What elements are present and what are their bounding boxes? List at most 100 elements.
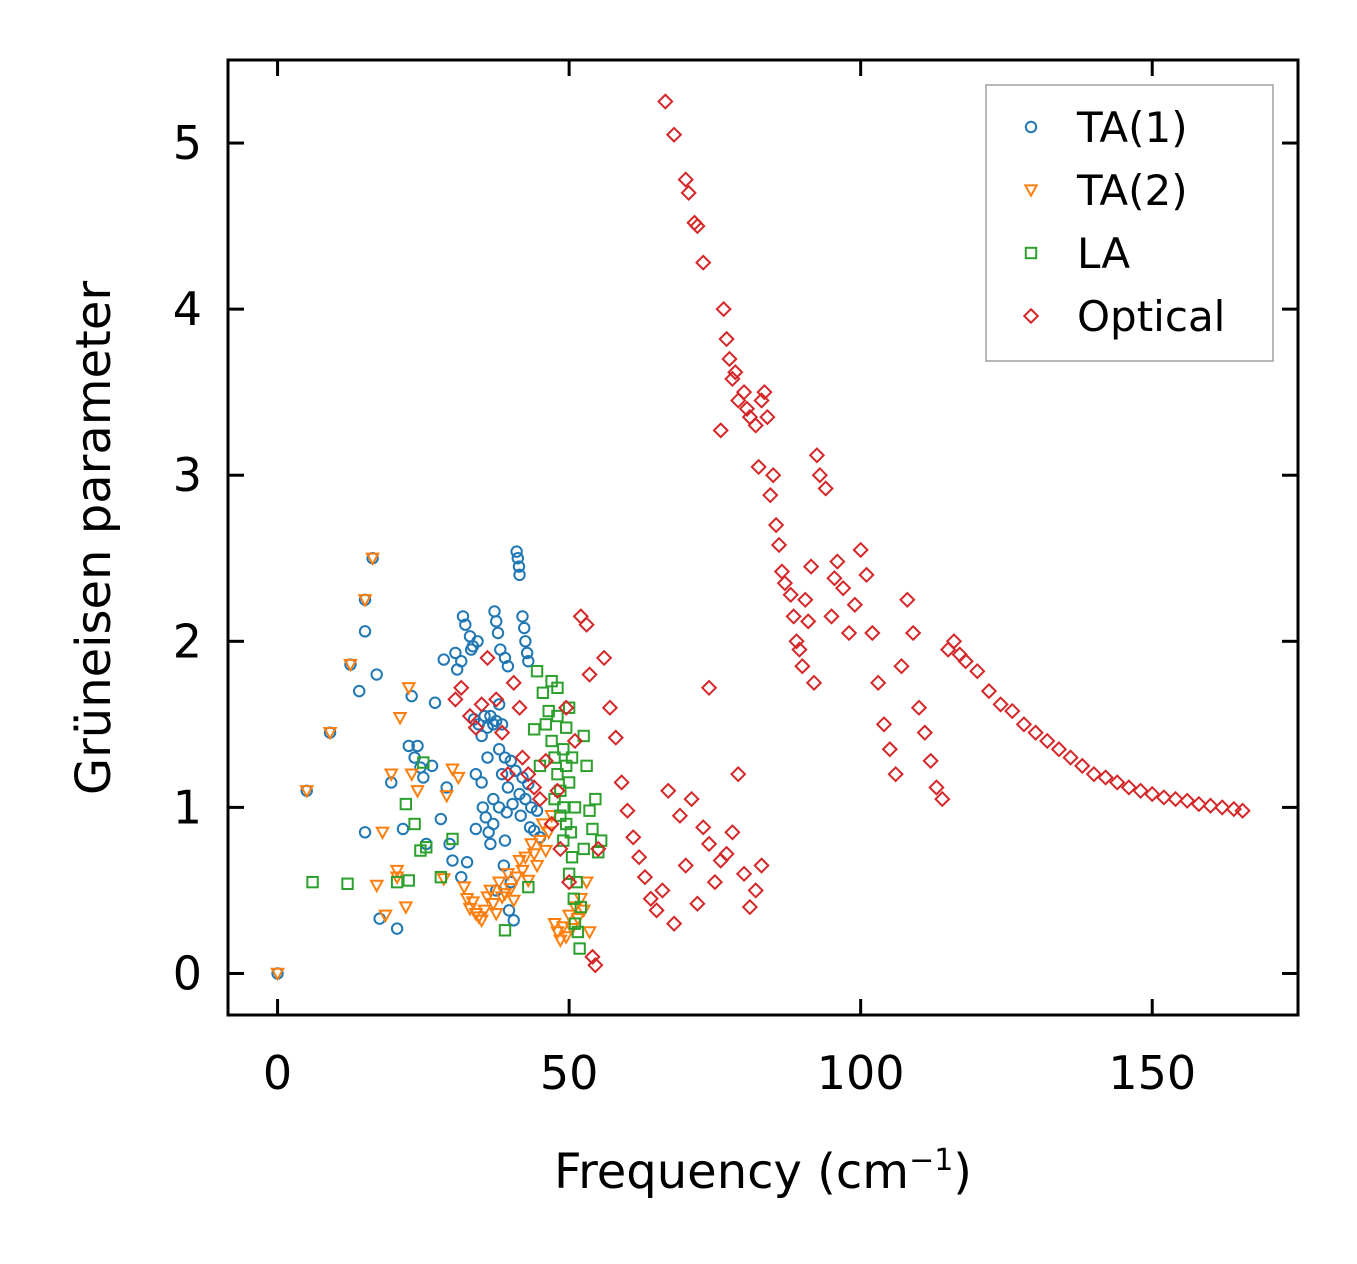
- data-point-ta2: [485, 898, 501, 912]
- data-point-optical: [689, 217, 706, 235]
- data-point-optical: [741, 898, 759, 916]
- data-point-optical: [864, 624, 881, 642]
- data-point-optical: [712, 422, 729, 439]
- data-point-optical: [782, 586, 799, 603]
- plot-frame: [226, 58, 1300, 1017]
- data-point-ta2: [500, 868, 516, 882]
- data-point-la: [568, 801, 582, 814]
- data-point-ta2: [365, 552, 381, 567]
- data-point-la: [580, 759, 593, 773]
- data-point-ta2: [410, 785, 425, 799]
- data-point-optical: [581, 666, 598, 683]
- data-point-optical: [1155, 789, 1173, 806]
- data-point-optical: [520, 765, 537, 783]
- data-point-ta1: [358, 826, 372, 839]
- data-point-ta2: [488, 908, 504, 922]
- data-point-optical: [887, 765, 904, 783]
- data-point-optical: [578, 616, 595, 633]
- data-point-ta2: [270, 967, 285, 982]
- data-point-ta2: [445, 763, 460, 777]
- data-point-ta2: [529, 859, 545, 874]
- data-point-ta2: [517, 851, 533, 866]
- x-axis-title-superscript: −1: [909, 1143, 953, 1178]
- data-point-ta2: [343, 658, 358, 673]
- data-point-ta1: [487, 817, 500, 831]
- data-point-ta2: [482, 884, 498, 899]
- data-point-ta1: [440, 781, 453, 794]
- data-point-optical: [499, 765, 517, 783]
- data-point-ta1: [484, 837, 497, 851]
- data-point-optical: [875, 716, 893, 733]
- data-point-optical: [657, 93, 674, 110]
- data-point-optical: [630, 849, 648, 866]
- data-point-optical: [493, 724, 511, 741]
- data-point-optical: [488, 691, 505, 708]
- data-point-ta2: [503, 883, 519, 897]
- data-point-ta1: [396, 822, 410, 836]
- data-point-optical: [549, 782, 566, 799]
- data-point-optical: [945, 633, 963, 650]
- data-point-optical: [899, 591, 916, 608]
- data-point-optical: [808, 447, 826, 464]
- data-point-optical: [735, 865, 753, 883]
- data-point-la: [562, 867, 576, 881]
- data-point-optical: [1132, 782, 1149, 799]
- data-point-ta1: [449, 646, 462, 660]
- data-point-optical: [537, 752, 554, 770]
- data-point-ta1: [471, 635, 484, 648]
- data-point-optical: [785, 608, 802, 625]
- data-point-optical: [869, 674, 887, 692]
- data-point-optical: [479, 649, 496, 667]
- data-point-ta1: [469, 822, 483, 836]
- data-point-ta1: [500, 806, 513, 819]
- data-point-ta2: [450, 771, 466, 786]
- y-tick-label: 0: [173, 946, 202, 1000]
- data-point-optical: [689, 895, 706, 912]
- data-point-ta2: [561, 909, 577, 924]
- data-point-ta1: [519, 792, 532, 806]
- data-point-optical: [765, 467, 782, 484]
- data-point-optical: [671, 807, 689, 824]
- legend-marker-optical: [1022, 307, 1040, 325]
- data-point-optical: [665, 126, 683, 143]
- data-point-ta2: [552, 934, 568, 949]
- data-point-ta2: [465, 896, 481, 910]
- data-point-ta2: [369, 879, 385, 894]
- data-point-ta1: [530, 804, 544, 817]
- data-point-optical: [817, 480, 834, 497]
- data-point-optical: [922, 752, 939, 770]
- data-point-optical: [700, 835, 718, 853]
- data-point-optical: [552, 840, 569, 858]
- data-point-la: [567, 892, 580, 905]
- data-point-ta1: [479, 811, 492, 824]
- data-point-optical: [1202, 797, 1219, 814]
- data-point-optical: [1027, 724, 1044, 741]
- data-point-ta2: [558, 931, 574, 945]
- legend-items: TA(1) TA(2) LA Optical: [1022, 103, 1225, 341]
- data-point-ta1: [459, 618, 472, 631]
- data-point-la: [557, 743, 570, 756]
- data-point-optical: [735, 383, 753, 401]
- legend-label-la: LA: [1077, 229, 1130, 278]
- data-point-la: [565, 851, 579, 864]
- data-point-ta2: [459, 893, 475, 907]
- data-point-la: [417, 756, 430, 769]
- data-point-ta2: [573, 893, 589, 907]
- data-point-ta1: [437, 653, 450, 666]
- data-point-ta2: [456, 881, 472, 895]
- data-point-optical: [1214, 799, 1231, 816]
- data-point-optical: [858, 566, 875, 584]
- data-point-la: [390, 875, 404, 889]
- data-point-optical: [473, 696, 490, 713]
- data-point-optical: [453, 679, 470, 696]
- data-point-la: [551, 709, 564, 723]
- data-point-ta1: [475, 776, 488, 789]
- data-point-la: [560, 721, 573, 734]
- data-point-optical: [1050, 741, 1068, 758]
- data-point-optical: [835, 579, 852, 597]
- data-point-la: [568, 917, 582, 930]
- data-point-optical: [706, 873, 724, 891]
- data-point-optical: [1004, 702, 1021, 720]
- x-tick-label: 100: [817, 1046, 905, 1100]
- data-point-optical: [811, 467, 829, 484]
